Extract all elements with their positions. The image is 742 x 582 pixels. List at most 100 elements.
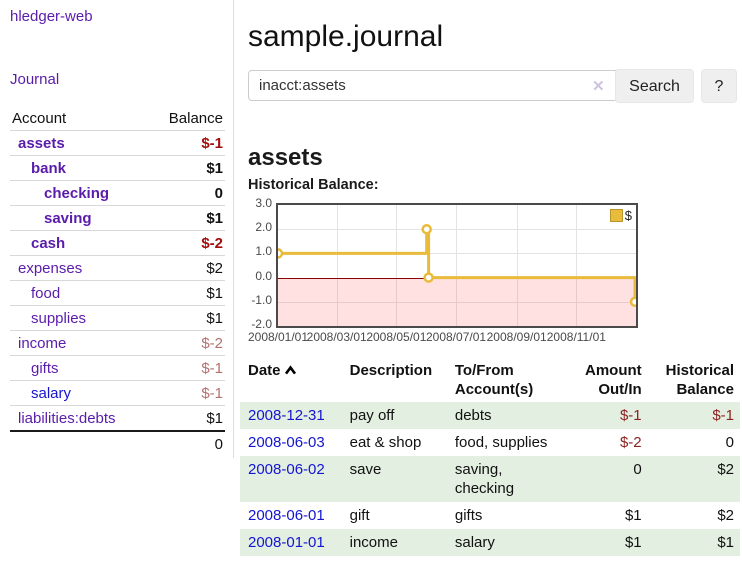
data-point-marker: [629, 296, 636, 308]
account-link[interactable]: income: [18, 334, 67, 352]
transaction-accounts: debts: [454, 407, 492, 424]
transaction-accounts: food, supplies: [454, 434, 548, 451]
account-balance: $1: [149, 280, 225, 306]
x-axis-tick-label: 2008/05/01: [366, 330, 427, 344]
header-description: Description: [349, 362, 433, 379]
account-link[interactable]: expenses: [18, 259, 83, 277]
accounts-header-row: Account Balance: [10, 106, 225, 131]
header-balance: Historical Balance: [665, 362, 734, 398]
v-gridline: [456, 205, 457, 326]
header-date[interactable]: Date: [240, 358, 342, 402]
account-balance: $-1: [149, 355, 225, 381]
historical-balance-chart: $ 3.0 2.0 1.0 0.0 -1.0 -2.0 2008/01/01 2008/03/…: [247, 196, 640, 345]
transaction-date-link[interactable]: 2008-06-02: [240, 456, 342, 502]
account-row: gifts $-1: [10, 355, 225, 381]
data-point-marker: [278, 248, 284, 259]
header-amount: Amount Out/In: [585, 362, 642, 398]
legend-label: $: [624, 208, 632, 223]
transaction-amount: $-1: [619, 407, 642, 424]
transaction-accounts: saving, checking: [454, 461, 515, 497]
v-gridline: [396, 205, 397, 326]
y-axis-tick-label: 2.0: [255, 220, 272, 235]
header-account: To/From Account(s): [454, 362, 534, 398]
accounts-table: Account Balance assets $-1 bank $1 checking 0…: [10, 106, 225, 456]
account-balance: $-2: [149, 230, 225, 256]
chart-plot: $: [276, 203, 638, 328]
transaction-row[interactable]: 2008-06-03 eat & shop food, supplies $-2 0: [240, 429, 740, 456]
account-row: income $-2: [10, 330, 225, 356]
h-gridline: [278, 302, 636, 303]
data-point-marker: [423, 272, 434, 283]
account-balance: $2: [149, 255, 225, 281]
transaction-date-link[interactable]: 2008-06-03: [240, 429, 342, 456]
account-balance: $1: [149, 205, 225, 231]
transactions-header-row: Date Description To/From Account(s) Amou…: [240, 358, 740, 402]
account-balance: $-1: [149, 380, 225, 406]
account-link[interactable]: bank: [31, 159, 67, 177]
account-link[interactable]: gifts: [31, 359, 59, 377]
transactions-rows: 2008-12-31 pay off debts $-1 $-1 2008-06-03 ea…: [240, 402, 740, 556]
transaction-date-link[interactable]: 2008-06-02: [248, 461, 325, 478]
account-link[interactable]: supplies: [31, 309, 87, 327]
transaction-row[interactable]: 2008-06-02 save saving, checking 0 $2: [240, 456, 740, 502]
account-link[interactable]: salary: [31, 384, 72, 402]
transaction-date-link[interactable]: 2008-01-01: [248, 534, 325, 551]
data-point-marker: [421, 223, 432, 235]
account-link[interactable]: checking: [44, 184, 110, 202]
h-gridline: [278, 253, 636, 254]
transaction-amount: $1: [624, 507, 642, 524]
sidebar-item-journal[interactable]: Journal: [10, 71, 60, 88]
account-row: salary $-1: [10, 380, 225, 406]
legend-swatch: [609, 209, 623, 222]
account-heading: assets: [248, 143, 323, 171]
negative-region: [278, 277, 636, 326]
account-row: food $1: [10, 280, 225, 306]
y-axis-tick-label: 1.0: [255, 244, 272, 259]
transaction-row[interactable]: 2008-01-01 income salary $1 $1: [240, 529, 740, 556]
y-axis-tick-label: -2.0: [251, 317, 272, 331]
x-axis-tick-label: 2008/07/01: [425, 330, 487, 344]
x-axis-tick-label: 2008/11/01: [546, 330, 606, 344]
x-axis-tick-label: 2008/01/01: [247, 330, 309, 344]
transaction-accounts: salary: [454, 534, 495, 551]
search-button[interactable]: Search: [615, 69, 694, 103]
accounts-total-row: 0: [10, 430, 225, 456]
transaction-date-link[interactable]: 2008-12-31: [240, 402, 342, 429]
account-link[interactable]: assets: [18, 134, 65, 152]
transaction-amount: $-2: [619, 434, 642, 451]
clear-search-icon[interactable]: ✕: [592, 78, 605, 95]
search-input[interactable]: [248, 70, 622, 101]
y-axis-tick-label: 0.0: [255, 268, 272, 283]
help-button[interactable]: ?: [701, 69, 737, 103]
transaction-date-link[interactable]: 2008-06-01: [240, 502, 342, 529]
account-link[interactable]: liabilities:debts: [18, 409, 116, 427]
x-axis-tick-label: 2008/09/01: [486, 330, 547, 344]
transaction-amount: 0: [633, 461, 642, 478]
transaction-row[interactable]: 2008-12-31 pay off debts $-1 $-1: [240, 402, 740, 429]
transaction-date-link[interactable]: 2008-06-03: [248, 434, 325, 451]
account-row: supplies $1: [10, 305, 225, 331]
x-axis-tick-label: 2008/03/01: [306, 330, 367, 344]
transaction-description: save: [349, 461, 382, 478]
balance-line-series: [278, 223, 636, 308]
account-link[interactable]: saving: [44, 209, 92, 227]
app-title-link[interactable]: hledger-web: [10, 8, 93, 25]
y-axis-tick-label: -1.0: [251, 292, 272, 307]
accounts-header-account: Account: [12, 109, 67, 127]
transaction-date-link[interactable]: 2008-01-01: [240, 529, 342, 556]
transaction-description: eat & shop: [349, 434, 422, 451]
sidebar: hledger-web Journal Account Balance asse…: [0, 0, 234, 458]
h-gridline: [278, 229, 636, 230]
transaction-row[interactable]: 2008-06-01 gift gifts $1 $2: [240, 502, 740, 529]
transactions-table: Date Description To/From Account(s) Amou…: [240, 358, 740, 556]
accounts-rows: assets $-1 bank $1 checking 0 saving $1 cash $-2 e…: [10, 130, 225, 456]
v-gridline: [517, 205, 518, 326]
account-row: saving $1: [10, 205, 225, 231]
transaction-date-link[interactable]: 2008-06-01: [248, 507, 325, 524]
transaction-description: income: [349, 534, 398, 551]
transaction-date-link[interactable]: 2008-12-31: [248, 407, 325, 424]
account-link[interactable]: food: [31, 284, 61, 302]
transaction-balance: $-1: [712, 407, 734, 424]
transaction-amount: $1: [624, 534, 642, 551]
account-link[interactable]: cash: [31, 234, 66, 252]
